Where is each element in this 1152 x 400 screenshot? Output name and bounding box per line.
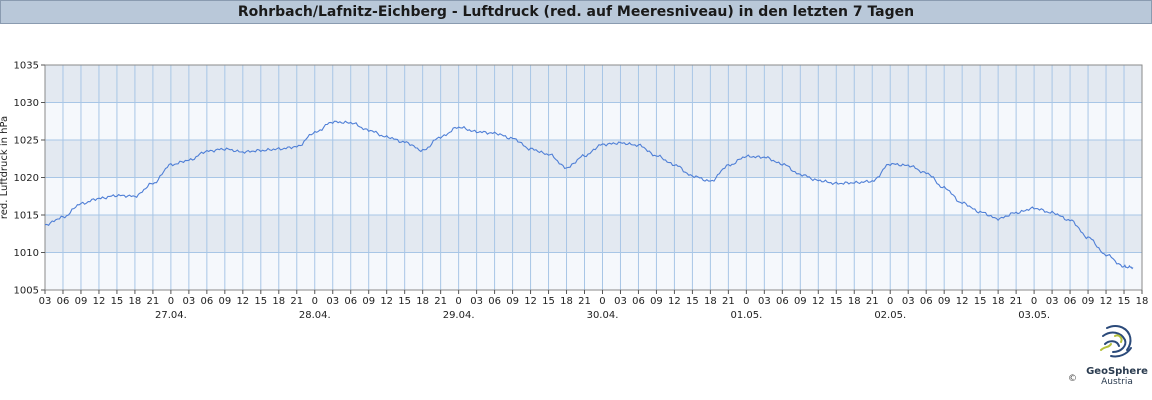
x-tick-label: 12 — [380, 296, 393, 307]
x-tick-label: 12 — [812, 296, 825, 307]
x-tick-label: 12 — [668, 296, 681, 307]
background-bands — [45, 65, 1142, 290]
x-tick-label: 03 — [326, 296, 339, 307]
x-tick-label: 21 — [434, 296, 447, 307]
x-tick-label: 0 — [743, 296, 749, 307]
band — [45, 177, 1142, 215]
x-tick-label: 03 — [470, 296, 483, 307]
x-tick-label: 03 — [1046, 296, 1059, 307]
band — [45, 252, 1142, 290]
x-tick-label: 06 — [1064, 296, 1077, 307]
y-tick-label: 1035 — [14, 61, 39, 72]
y-axis: 1005 1010 1015 1020 1025 1030 1035 — [14, 61, 45, 297]
series-group — [44, 120, 1134, 270]
x-tick-label: 18 — [704, 296, 717, 307]
y-tick-label: 1010 — [14, 248, 39, 259]
x-tick-label: 15 — [974, 296, 987, 307]
x-tick-label: 06 — [344, 296, 357, 307]
x-tick-label: 0 — [599, 296, 605, 307]
x-tick-label: 21 — [290, 296, 303, 307]
x-tick-label: 21 — [722, 296, 735, 307]
x-tick-label: 03 — [39, 296, 52, 307]
x-tick-label: 09 — [938, 296, 951, 307]
x-tick-label: 09 — [362, 296, 375, 307]
x-tick-label: 21 — [1010, 296, 1023, 307]
x-tick-label: 15 — [830, 296, 843, 307]
x-tick-label: 06 — [920, 296, 933, 307]
x-tick-label: 15 — [1118, 296, 1131, 307]
band — [45, 65, 1142, 103]
logo-name: GeoSphere — [1086, 366, 1148, 377]
x-tick-label: 06 — [200, 296, 213, 307]
x-tick-label: 12 — [524, 296, 537, 307]
x-tick-label: 09 — [650, 296, 663, 307]
x-tick-label: 09 — [1082, 296, 1095, 307]
logo-sub: Austria — [1101, 377, 1133, 387]
x-tick-label: 18 — [416, 296, 429, 307]
x-tick-label: 0 — [455, 296, 461, 307]
y-tick-label: 1025 — [14, 136, 39, 147]
x-tick-label: 03 — [614, 296, 627, 307]
x-tick-label: 15 — [542, 296, 555, 307]
x-tick-label: 03 — [758, 296, 771, 307]
x-axis: 03 06 09 12 15 18 21 0 03 06 09 12 15 18 21 0 03 06 09 12 15… — [39, 290, 1149, 321]
y-axis-label: red. Luftdruck in hPa — [0, 116, 10, 219]
x-tick-label: 15 — [254, 296, 267, 307]
band — [45, 215, 1142, 253]
date-label: 28.04. — [299, 310, 331, 321]
date-label: 29.04. — [443, 310, 475, 321]
band — [45, 102, 1142, 140]
date-label: 01.05. — [730, 310, 762, 321]
x-tick-label: 15 — [111, 296, 124, 307]
y-tick-label: 1005 — [14, 286, 39, 297]
band — [45, 140, 1142, 178]
x-tick-label: 06 — [776, 296, 789, 307]
x-tick-label: 09 — [75, 296, 88, 307]
x-tick-label: 06 — [488, 296, 501, 307]
x-tick-label: 0 — [312, 296, 318, 307]
x-tick-label: 21 — [866, 296, 879, 307]
x-tick-label: 06 — [57, 296, 70, 307]
x-tick-label: 18 — [848, 296, 861, 307]
grid-lines — [44, 64, 1143, 291]
date-label: 27.04. — [155, 310, 187, 321]
x-tick-label: 12 — [1100, 296, 1113, 307]
x-tick-label: 03 — [183, 296, 196, 307]
x-tick-label: 12 — [956, 296, 969, 307]
y-tick-label: 1030 — [14, 98, 39, 109]
chart-title: Rohrbach/Lafnitz-Eichberg - Luftdruck (r… — [237, 4, 915, 20]
chart-title-bar: Rohrbach/Lafnitz-Eichberg - Luftdruck (r… — [0, 0, 1152, 24]
x-tick-label: 18 — [129, 296, 142, 307]
x-tick-label: 09 — [794, 296, 807, 307]
x-tick-label: 12 — [236, 296, 249, 307]
x-tick-label: 15 — [398, 296, 411, 307]
pressure-line — [44, 120, 1134, 270]
copyright-symbol: © — [1068, 374, 1077, 384]
x-tick-label: 12 — [93, 296, 106, 307]
x-tick-label: 0 — [168, 296, 174, 307]
date-label: 30.04. — [587, 310, 619, 321]
y-tick-label: 1020 — [14, 173, 39, 184]
geosphere-logo: GeoSphere Austria — [1082, 322, 1152, 400]
x-tick-label: 21 — [147, 296, 160, 307]
x-tick-label: 18 — [272, 296, 285, 307]
x-tick-label: 09 — [218, 296, 231, 307]
x-tick-label: 09 — [506, 296, 519, 307]
x-tick-label: 18 — [992, 296, 1005, 307]
date-label: 03.05. — [1018, 310, 1050, 321]
y-tick-label: 1015 — [14, 211, 39, 222]
x-tick-label: 15 — [686, 296, 699, 307]
x-tick-label: 18 — [1136, 296, 1149, 307]
x-tick-label: 18 — [560, 296, 573, 307]
geosphere-logo-icon — [1100, 325, 1132, 358]
x-tick-label: 21 — [578, 296, 591, 307]
x-tick-label: 03 — [902, 296, 915, 307]
x-tick-label: 0 — [1031, 296, 1037, 307]
date-label: 02.05. — [874, 310, 906, 321]
x-tick-label: 06 — [632, 296, 645, 307]
x-tick-label: 0 — [887, 296, 893, 307]
